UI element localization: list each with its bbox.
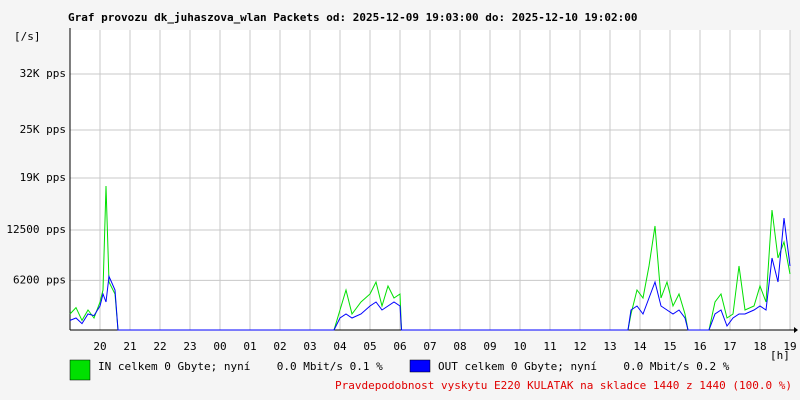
x-axis-arrow (794, 327, 798, 333)
x-tick-label: 23 (183, 340, 196, 353)
x-tick-label: 18 (753, 340, 766, 353)
x-tick-label: 21 (123, 340, 136, 353)
x-tick-label: 15 (663, 340, 676, 353)
x-tick-label: 13 (603, 340, 616, 353)
x-tick-label: 22 (153, 340, 166, 353)
legend-label: OUT celkem 0 Gbyte; nyní 0.0 Mbit/s 0.2 … (438, 360, 730, 373)
x-tick-label: 04 (333, 340, 347, 353)
x-tick-label: 08 (453, 340, 466, 353)
x-tick-label: 17 (723, 340, 736, 353)
y-tick-label: 32K pps (20, 67, 66, 80)
annotation: Pravdepodobnost vyskytu E220 KULATAK na … (335, 379, 792, 392)
x-tick-label: 16 (693, 340, 706, 353)
x-tick-label: 11 (543, 340, 556, 353)
x-tick-label: 09 (483, 340, 496, 353)
y-tick-label: 12500 pps (6, 223, 66, 236)
x-axis-label: [h] (770, 349, 790, 362)
series-line (69, 185, 791, 331)
x-tick-label: 07 (423, 340, 436, 353)
x-tick-label: 10 (513, 340, 526, 353)
chart-title: Graf provozu dk_juhaszova_wlan Packets o… (68, 11, 638, 24)
legend-swatch (409, 359, 431, 373)
series-line (69, 217, 791, 331)
x-tick-label: 05 (363, 340, 376, 353)
x-tick-label: 01 (243, 340, 256, 353)
legend-label: IN celkem 0 Gbyte; nyní 0.0 Mbit/s 0.1 % (98, 360, 383, 373)
x-tick-label: 12 (573, 340, 586, 353)
legend-swatch (69, 359, 91, 381)
x-tick-label: 14 (633, 340, 647, 353)
y-tick-label: 25K pps (20, 123, 66, 136)
x-tick-label: 02 (273, 340, 286, 353)
x-tick-label: 19 (783, 340, 796, 353)
x-tick-label: 20 (93, 340, 106, 353)
y-axis-label: [/s] (14, 30, 41, 43)
x-tick-label: 00 (213, 340, 226, 353)
x-tick-label: 03 (303, 340, 316, 353)
y-tick-label: 6200 pps (13, 273, 66, 286)
y-tick-label: 19K pps (20, 171, 66, 184)
x-tick-label: 06 (393, 340, 406, 353)
